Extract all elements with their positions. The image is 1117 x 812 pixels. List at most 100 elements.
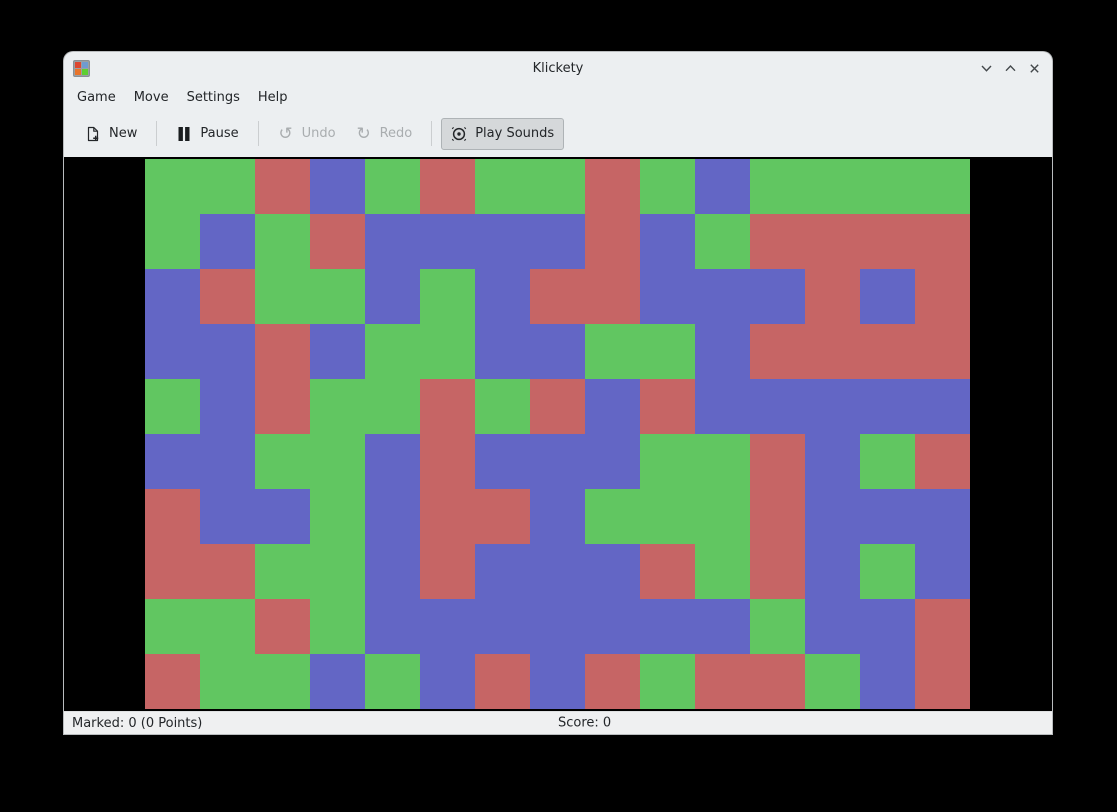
tile-r6-c0[interactable] bbox=[145, 489, 200, 544]
tile-r6-c4[interactable] bbox=[365, 489, 420, 544]
tile-r9-c4[interactable] bbox=[365, 654, 420, 709]
menu-game[interactable]: Game bbox=[77, 89, 116, 105]
tile-r0-c12[interactable] bbox=[805, 159, 860, 214]
tile-r1-c8[interactable] bbox=[585, 214, 640, 269]
tile-r4-c12[interactable] bbox=[805, 379, 860, 434]
tile-r9-c7[interactable] bbox=[530, 654, 585, 709]
tile-r1-c10[interactable] bbox=[695, 214, 750, 269]
tile-r4-c13[interactable] bbox=[860, 379, 915, 434]
tile-r3-c5[interactable] bbox=[420, 324, 475, 379]
tile-r1-c3[interactable] bbox=[310, 214, 365, 269]
tile-r2-c12[interactable] bbox=[805, 269, 860, 324]
tile-r8-c0[interactable] bbox=[145, 599, 200, 654]
tile-r9-c9[interactable] bbox=[640, 654, 695, 709]
tile-r3-c0[interactable] bbox=[145, 324, 200, 379]
tile-r0-c2[interactable] bbox=[255, 159, 310, 214]
tile-r0-c0[interactable] bbox=[145, 159, 200, 214]
tile-r3-c14[interactable] bbox=[915, 324, 970, 379]
tile-r3-c12[interactable] bbox=[805, 324, 860, 379]
tile-r7-c7[interactable] bbox=[530, 544, 585, 599]
tile-r4-c8[interactable] bbox=[585, 379, 640, 434]
tile-r5-c2[interactable] bbox=[255, 434, 310, 489]
tile-r6-c13[interactable] bbox=[860, 489, 915, 544]
tile-r5-c13[interactable] bbox=[860, 434, 915, 489]
tile-r1-c14[interactable] bbox=[915, 214, 970, 269]
titlebar[interactable]: Klickety bbox=[64, 52, 1052, 84]
tile-r6-c11[interactable] bbox=[750, 489, 805, 544]
tile-r4-c9[interactable] bbox=[640, 379, 695, 434]
tile-r5-c10[interactable] bbox=[695, 434, 750, 489]
tile-r2-c9[interactable] bbox=[640, 269, 695, 324]
tile-r1-c5[interactable] bbox=[420, 214, 475, 269]
tile-r8-c1[interactable] bbox=[200, 599, 255, 654]
tile-r1-c2[interactable] bbox=[255, 214, 310, 269]
tile-r9-c0[interactable] bbox=[145, 654, 200, 709]
tile-r9-c3[interactable] bbox=[310, 654, 365, 709]
tile-r5-c0[interactable] bbox=[145, 434, 200, 489]
tile-r3-c4[interactable] bbox=[365, 324, 420, 379]
tile-r4-c7[interactable] bbox=[530, 379, 585, 434]
tile-r0-c6[interactable] bbox=[475, 159, 530, 214]
tile-r3-c2[interactable] bbox=[255, 324, 310, 379]
tile-r1-c13[interactable] bbox=[860, 214, 915, 269]
tile-r1-c7[interactable] bbox=[530, 214, 585, 269]
tile-r1-c0[interactable] bbox=[145, 214, 200, 269]
tile-r2-c6[interactable] bbox=[475, 269, 530, 324]
tile-r7-c11[interactable] bbox=[750, 544, 805, 599]
tile-r9-c12[interactable] bbox=[805, 654, 860, 709]
tile-r3-c11[interactable] bbox=[750, 324, 805, 379]
tile-r8-c12[interactable] bbox=[805, 599, 860, 654]
tile-r8-c13[interactable] bbox=[860, 599, 915, 654]
tile-r9-c1[interactable] bbox=[200, 654, 255, 709]
tile-r5-c1[interactable] bbox=[200, 434, 255, 489]
tile-r5-c4[interactable] bbox=[365, 434, 420, 489]
tile-r0-c9[interactable] bbox=[640, 159, 695, 214]
tile-r6-c14[interactable] bbox=[915, 489, 970, 544]
tile-r6-c8[interactable] bbox=[585, 489, 640, 544]
tile-r5-c3[interactable] bbox=[310, 434, 365, 489]
tile-r8-c11[interactable] bbox=[750, 599, 805, 654]
tile-r6-c3[interactable] bbox=[310, 489, 365, 544]
tile-r9-c10[interactable] bbox=[695, 654, 750, 709]
tile-r0-c5[interactable] bbox=[420, 159, 475, 214]
tile-r7-c5[interactable] bbox=[420, 544, 475, 599]
tile-r1-c9[interactable] bbox=[640, 214, 695, 269]
tile-r6-c9[interactable] bbox=[640, 489, 695, 544]
tile-r0-c8[interactable] bbox=[585, 159, 640, 214]
tile-r4-c10[interactable] bbox=[695, 379, 750, 434]
tile-r4-c5[interactable] bbox=[420, 379, 475, 434]
tile-r8-c14[interactable] bbox=[915, 599, 970, 654]
tile-r2-c11[interactable] bbox=[750, 269, 805, 324]
tile-r6-c2[interactable] bbox=[255, 489, 310, 544]
tile-r6-c5[interactable] bbox=[420, 489, 475, 544]
tile-r1-c6[interactable] bbox=[475, 214, 530, 269]
tile-r6-c7[interactable] bbox=[530, 489, 585, 544]
tile-r7-c14[interactable] bbox=[915, 544, 970, 599]
tile-r6-c10[interactable] bbox=[695, 489, 750, 544]
tile-r5-c5[interactable] bbox=[420, 434, 475, 489]
tile-r0-c10[interactable] bbox=[695, 159, 750, 214]
tile-r7-c12[interactable] bbox=[805, 544, 860, 599]
tile-r8-c5[interactable] bbox=[420, 599, 475, 654]
maximize-button[interactable] bbox=[1004, 62, 1017, 75]
tile-r2-c10[interactable] bbox=[695, 269, 750, 324]
tile-r8-c7[interactable] bbox=[530, 599, 585, 654]
tile-r2-c4[interactable] bbox=[365, 269, 420, 324]
new-button[interactable]: New bbox=[75, 118, 147, 150]
tile-r9-c14[interactable] bbox=[915, 654, 970, 709]
tile-r7-c6[interactable] bbox=[475, 544, 530, 599]
tile-r7-c13[interactable] bbox=[860, 544, 915, 599]
tile-r8-c2[interactable] bbox=[255, 599, 310, 654]
tile-r7-c10[interactable] bbox=[695, 544, 750, 599]
minimize-button[interactable] bbox=[980, 62, 993, 75]
menu-help[interactable]: Help bbox=[257, 89, 288, 105]
tile-r9-c6[interactable] bbox=[475, 654, 530, 709]
tile-r4-c0[interactable] bbox=[145, 379, 200, 434]
tile-r3-c10[interactable] bbox=[695, 324, 750, 379]
tile-r3-c1[interactable] bbox=[200, 324, 255, 379]
tile-r0-c3[interactable] bbox=[310, 159, 365, 214]
tile-r5-c7[interactable] bbox=[530, 434, 585, 489]
tile-r8-c6[interactable] bbox=[475, 599, 530, 654]
tile-r2-c14[interactable] bbox=[915, 269, 970, 324]
tile-r4-c14[interactable] bbox=[915, 379, 970, 434]
